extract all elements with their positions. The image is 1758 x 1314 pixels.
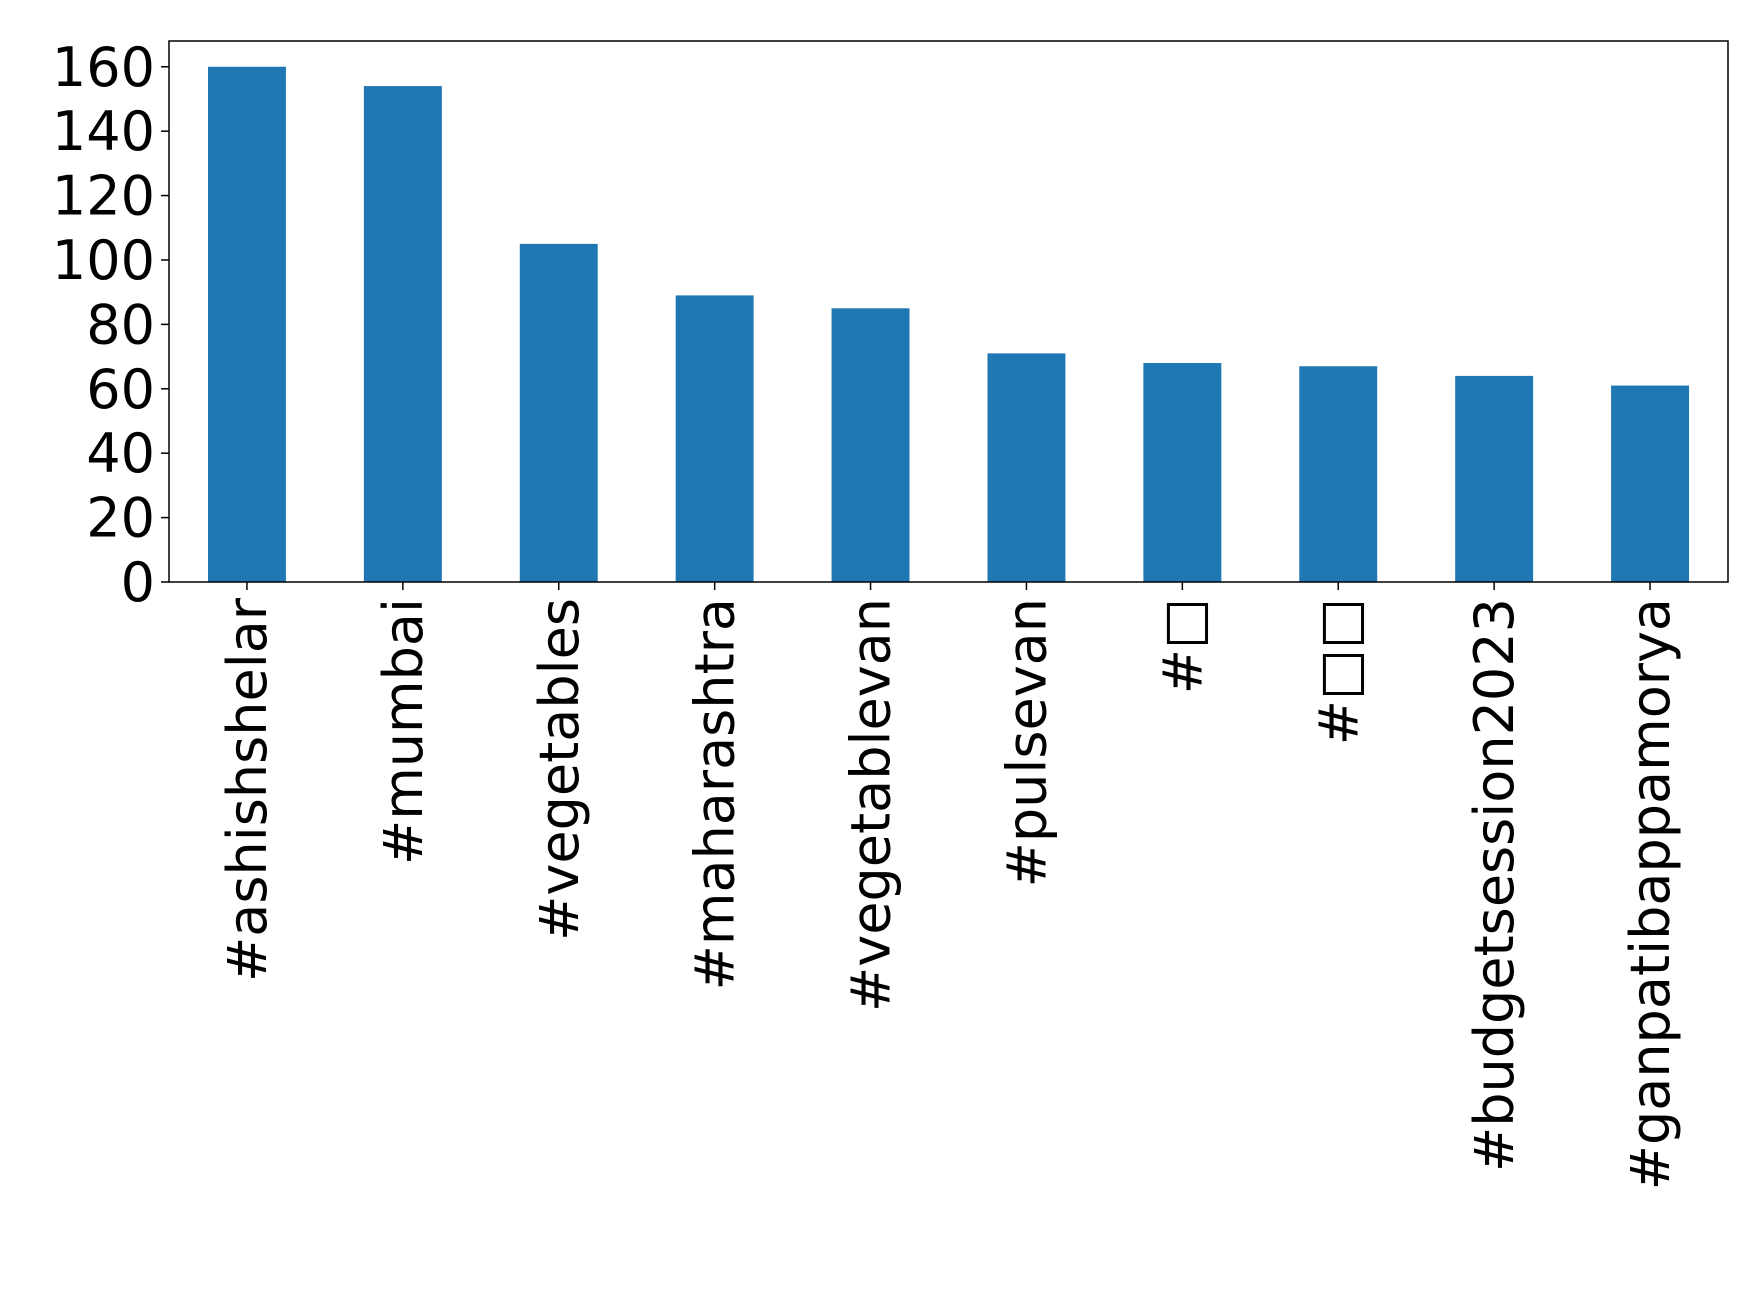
plot-frame xyxy=(168,40,1729,583)
y-tick-label: 20 xyxy=(86,487,155,550)
x-tick-label: #vegetablevan xyxy=(840,598,903,1012)
x-tick-label: #vegetables xyxy=(528,598,591,941)
x-tick-label: #budgetsession2023 xyxy=(1463,598,1526,1172)
x-tick-label: #pulsevan xyxy=(995,598,1058,887)
y-tick-label: 140 xyxy=(52,100,155,163)
x-tick-label: #mumbai xyxy=(372,598,435,865)
x-tick-label: #□ xyxy=(1151,598,1214,694)
bar xyxy=(519,243,598,582)
bar xyxy=(675,295,754,582)
bar xyxy=(1611,385,1690,582)
y-tick-label: 80 xyxy=(86,293,155,356)
y-tick-label: 100 xyxy=(52,229,155,292)
y-tick-label: 60 xyxy=(86,358,155,421)
bar xyxy=(987,353,1066,582)
bar xyxy=(1143,363,1222,582)
x-tick-label: #□□ xyxy=(1307,598,1370,745)
y-tick-label: 120 xyxy=(52,165,155,228)
y-tick-label: 160 xyxy=(52,36,155,99)
y-tick-label: 40 xyxy=(86,422,155,485)
bar xyxy=(1299,366,1378,582)
y-tick-label: 0 xyxy=(121,551,155,614)
bar xyxy=(363,86,442,582)
bar xyxy=(831,308,910,582)
bar xyxy=(1455,375,1534,582)
x-tick-label: #maharashtra xyxy=(684,598,747,990)
bar xyxy=(207,66,286,582)
x-tick-label: #ashishshelar xyxy=(216,597,279,982)
x-tick-label: #ganpatibappamorya xyxy=(1619,598,1682,1190)
